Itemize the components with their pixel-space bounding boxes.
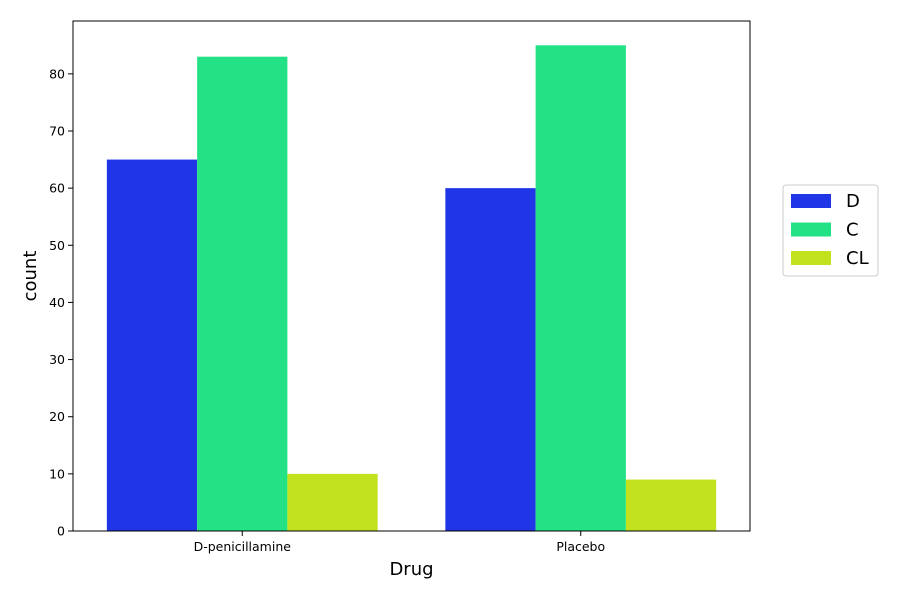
- legend-swatch-CL: [791, 251, 831, 265]
- legend-swatch-D: [791, 194, 831, 208]
- y-tick-label: 20: [49, 409, 65, 424]
- x-axis-title: Drug: [389, 559, 433, 580]
- y-tick-label: 30: [49, 352, 65, 367]
- bars-group: [106, 45, 717, 532]
- bar-C-1: [535, 45, 626, 531]
- y-tick-label: 0: [57, 524, 65, 539]
- x-tick-label: Placebo: [556, 539, 605, 554]
- legend-label-CL: CL: [846, 248, 869, 269]
- y-tick-label: 80: [49, 66, 65, 81]
- y-tick-label: 50: [49, 238, 65, 253]
- bar-D-1: [445, 188, 536, 531]
- legend: DC CL: [782, 184, 879, 277]
- y-axis-title: count: [20, 251, 41, 302]
- legend-label-C: C: [846, 220, 859, 241]
- plot-frame: [72, 20, 751, 532]
- y-tick-label: 10: [49, 466, 65, 481]
- bar-C-0: [197, 56, 288, 532]
- y-tick-label: 40: [49, 295, 65, 310]
- y-tick-label: 60: [49, 181, 65, 196]
- y-axis: 0 10 20 30 40 50 60 70 80: [49, 66, 73, 539]
- y-tick-label: 70: [49, 124, 65, 139]
- x-tick-label: D-penicillamine: [194, 539, 292, 554]
- legend-swatch-C: [791, 222, 831, 237]
- x-axis: D-penicillamine Placebo: [194, 531, 605, 554]
- legend-label-D: D: [846, 191, 860, 212]
- bar-CL-1: [625, 479, 717, 531]
- bar-CL-0: [287, 473, 378, 531]
- bar-D-0: [106, 159, 198, 531]
